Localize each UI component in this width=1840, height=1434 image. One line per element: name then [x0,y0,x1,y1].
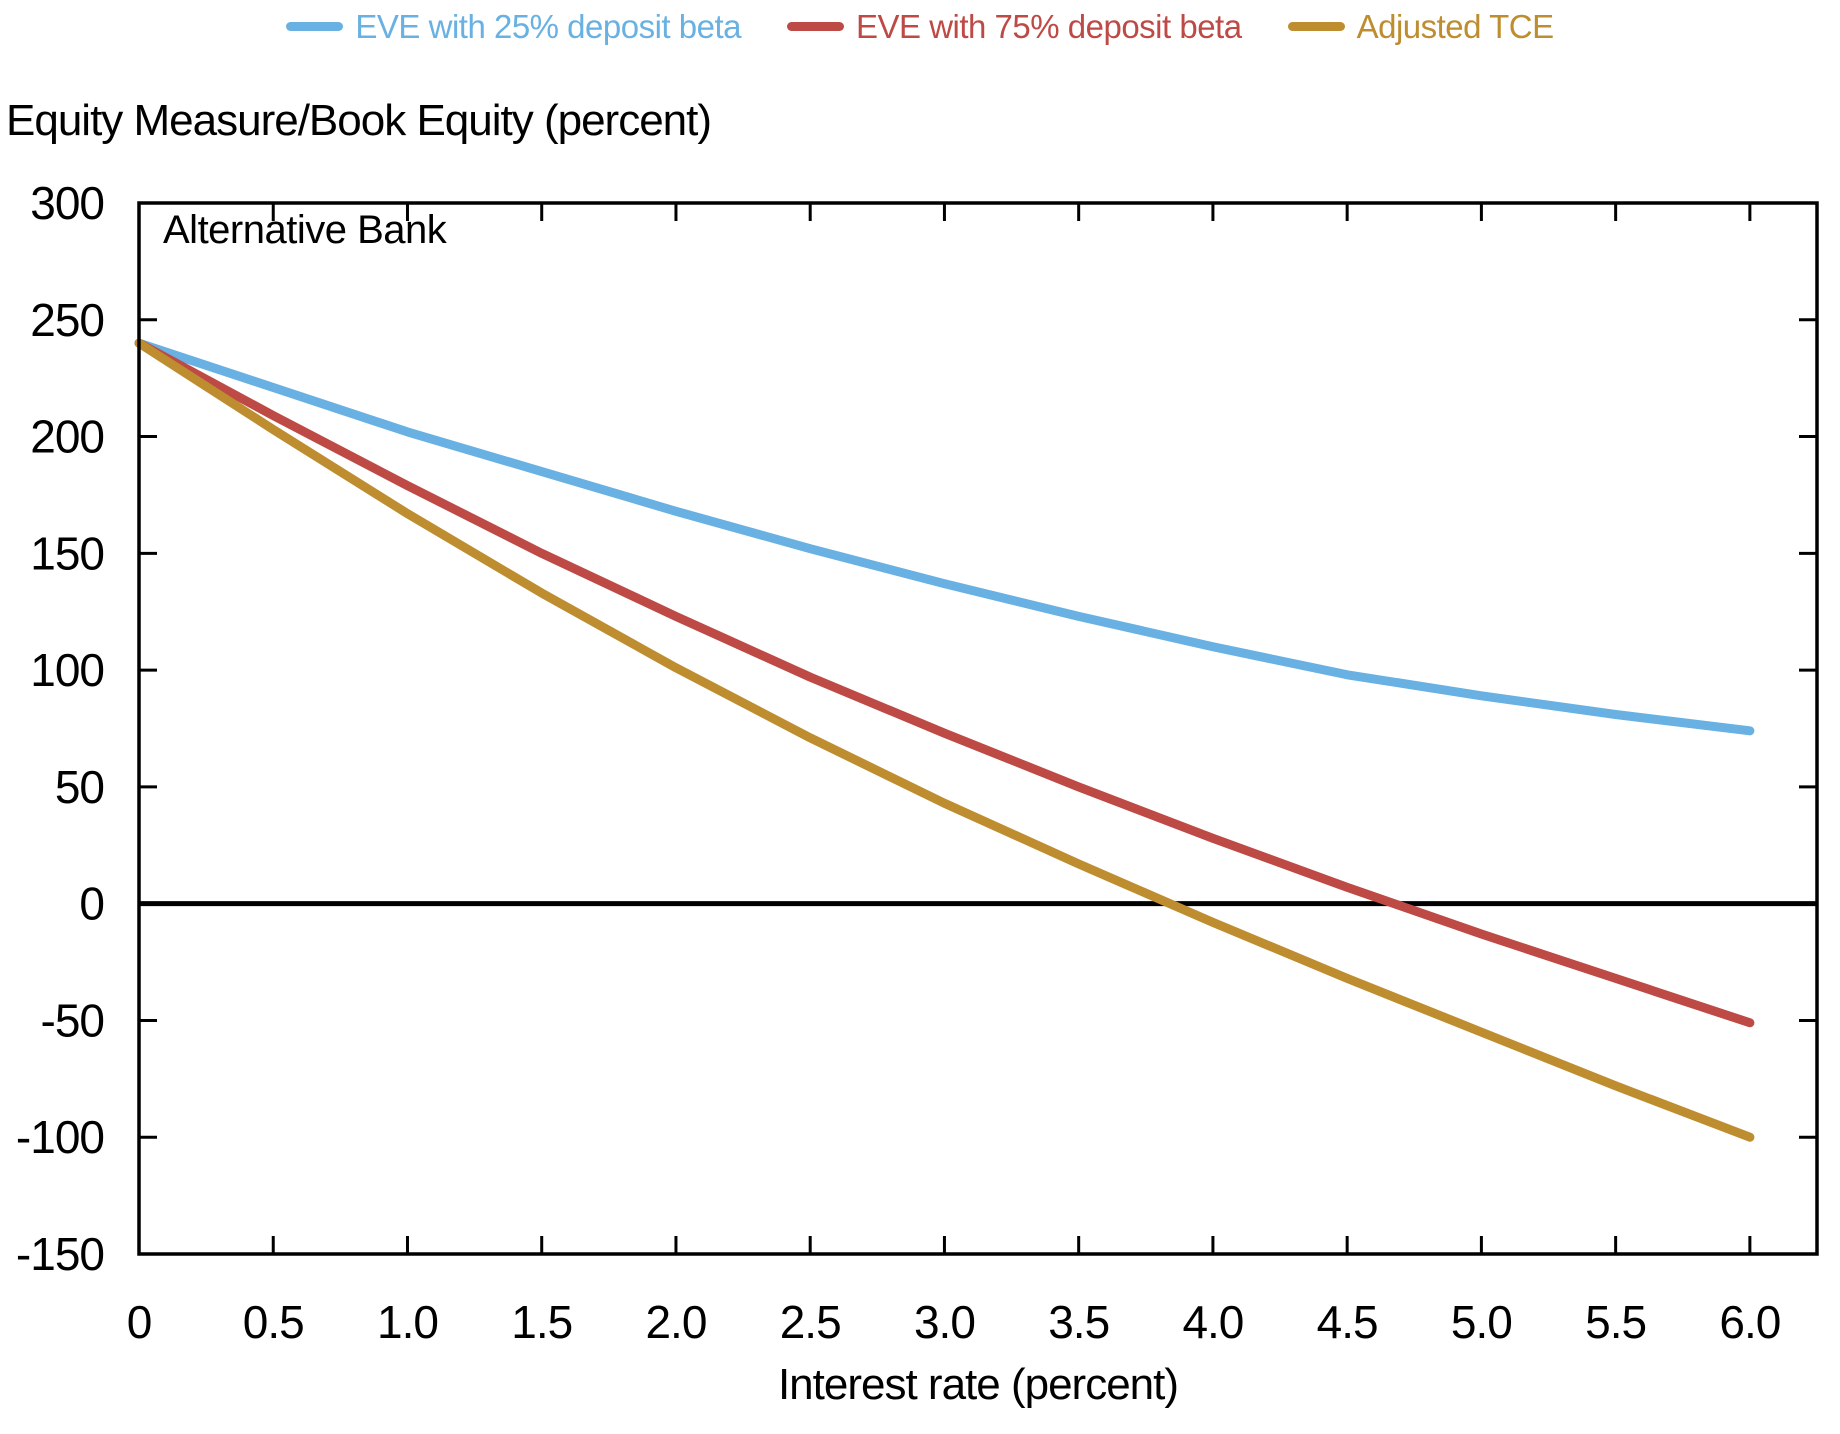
series-line-1 [134,338,1755,1028]
legend-line-swatch-adjusted-tce [1287,21,1345,31]
y-tick-label: 150 [30,527,104,579]
y-tick-label: 300 [30,177,104,229]
y-tick-label: 100 [30,644,104,696]
legend-item-adjusted-tce: Adjusted TCE [1287,7,1555,45]
legend-label-eve-25: EVE with 25% deposit beta [355,7,741,45]
x-tick-label: 0.5 [243,1296,304,1348]
chart-title: Equity Measure/Book Equity (percent) [6,96,712,145]
x-tick-label: 1.0 [377,1296,438,1348]
x-tick-label: 4.0 [1182,1296,1243,1348]
x-tick-label: 5.5 [1585,1296,1646,1348]
x-tick-label: 3.0 [914,1296,975,1348]
x-tick-label: 4.5 [1317,1296,1378,1348]
y-tick-label: -150 [16,1228,104,1280]
legend-label-adjusted-tce: Adjusted TCE [1356,7,1555,45]
y-tick-label: 250 [30,294,104,346]
y-tick-label: 200 [30,411,104,463]
x-tick-label: 6.0 [1719,1296,1780,1348]
legend: EVE with 25% deposit beta EVE with 75% d… [0,0,1840,52]
x-tick-label: 5.0 [1451,1296,1512,1348]
legend-line-swatch-eve-75 [787,21,844,31]
x-axis-title: Interest rate (percent) [777,1360,1179,1409]
y-tick-label: -100 [16,1111,104,1163]
legend-label-eve-75: EVE with 75% deposit beta [856,7,1242,45]
x-tick-label: 2.5 [780,1296,841,1348]
y-tick-label: 0 [79,878,104,930]
y-tick-label: 50 [55,761,104,813]
x-tick-label: 3.5 [1048,1296,1109,1348]
x-tick-label: 1.5 [511,1296,572,1348]
legend-line-swatch-eve-25 [286,21,344,31]
plot-annotation: Alternative Bank [163,208,447,252]
plot-frame [137,201,1819,1256]
x-tick-label: 2.0 [645,1296,706,1348]
series-line-2 [134,338,1755,1142]
legend-item-eve-25: EVE with 25% deposit beta [286,10,741,43]
line-chart: 0 0.5 1.0 1.5 2.0 2.5 3.0 3.5 4.0 4.5 5.0 5.5 6.0 300… [16,177,1819,1348]
y-tick-label: -50 [41,994,104,1046]
legend-item-eve-75: EVE with 75% deposit beta [787,10,1242,43]
series-line-0 [134,338,1755,736]
x-tick-label: 0 [127,1296,152,1348]
